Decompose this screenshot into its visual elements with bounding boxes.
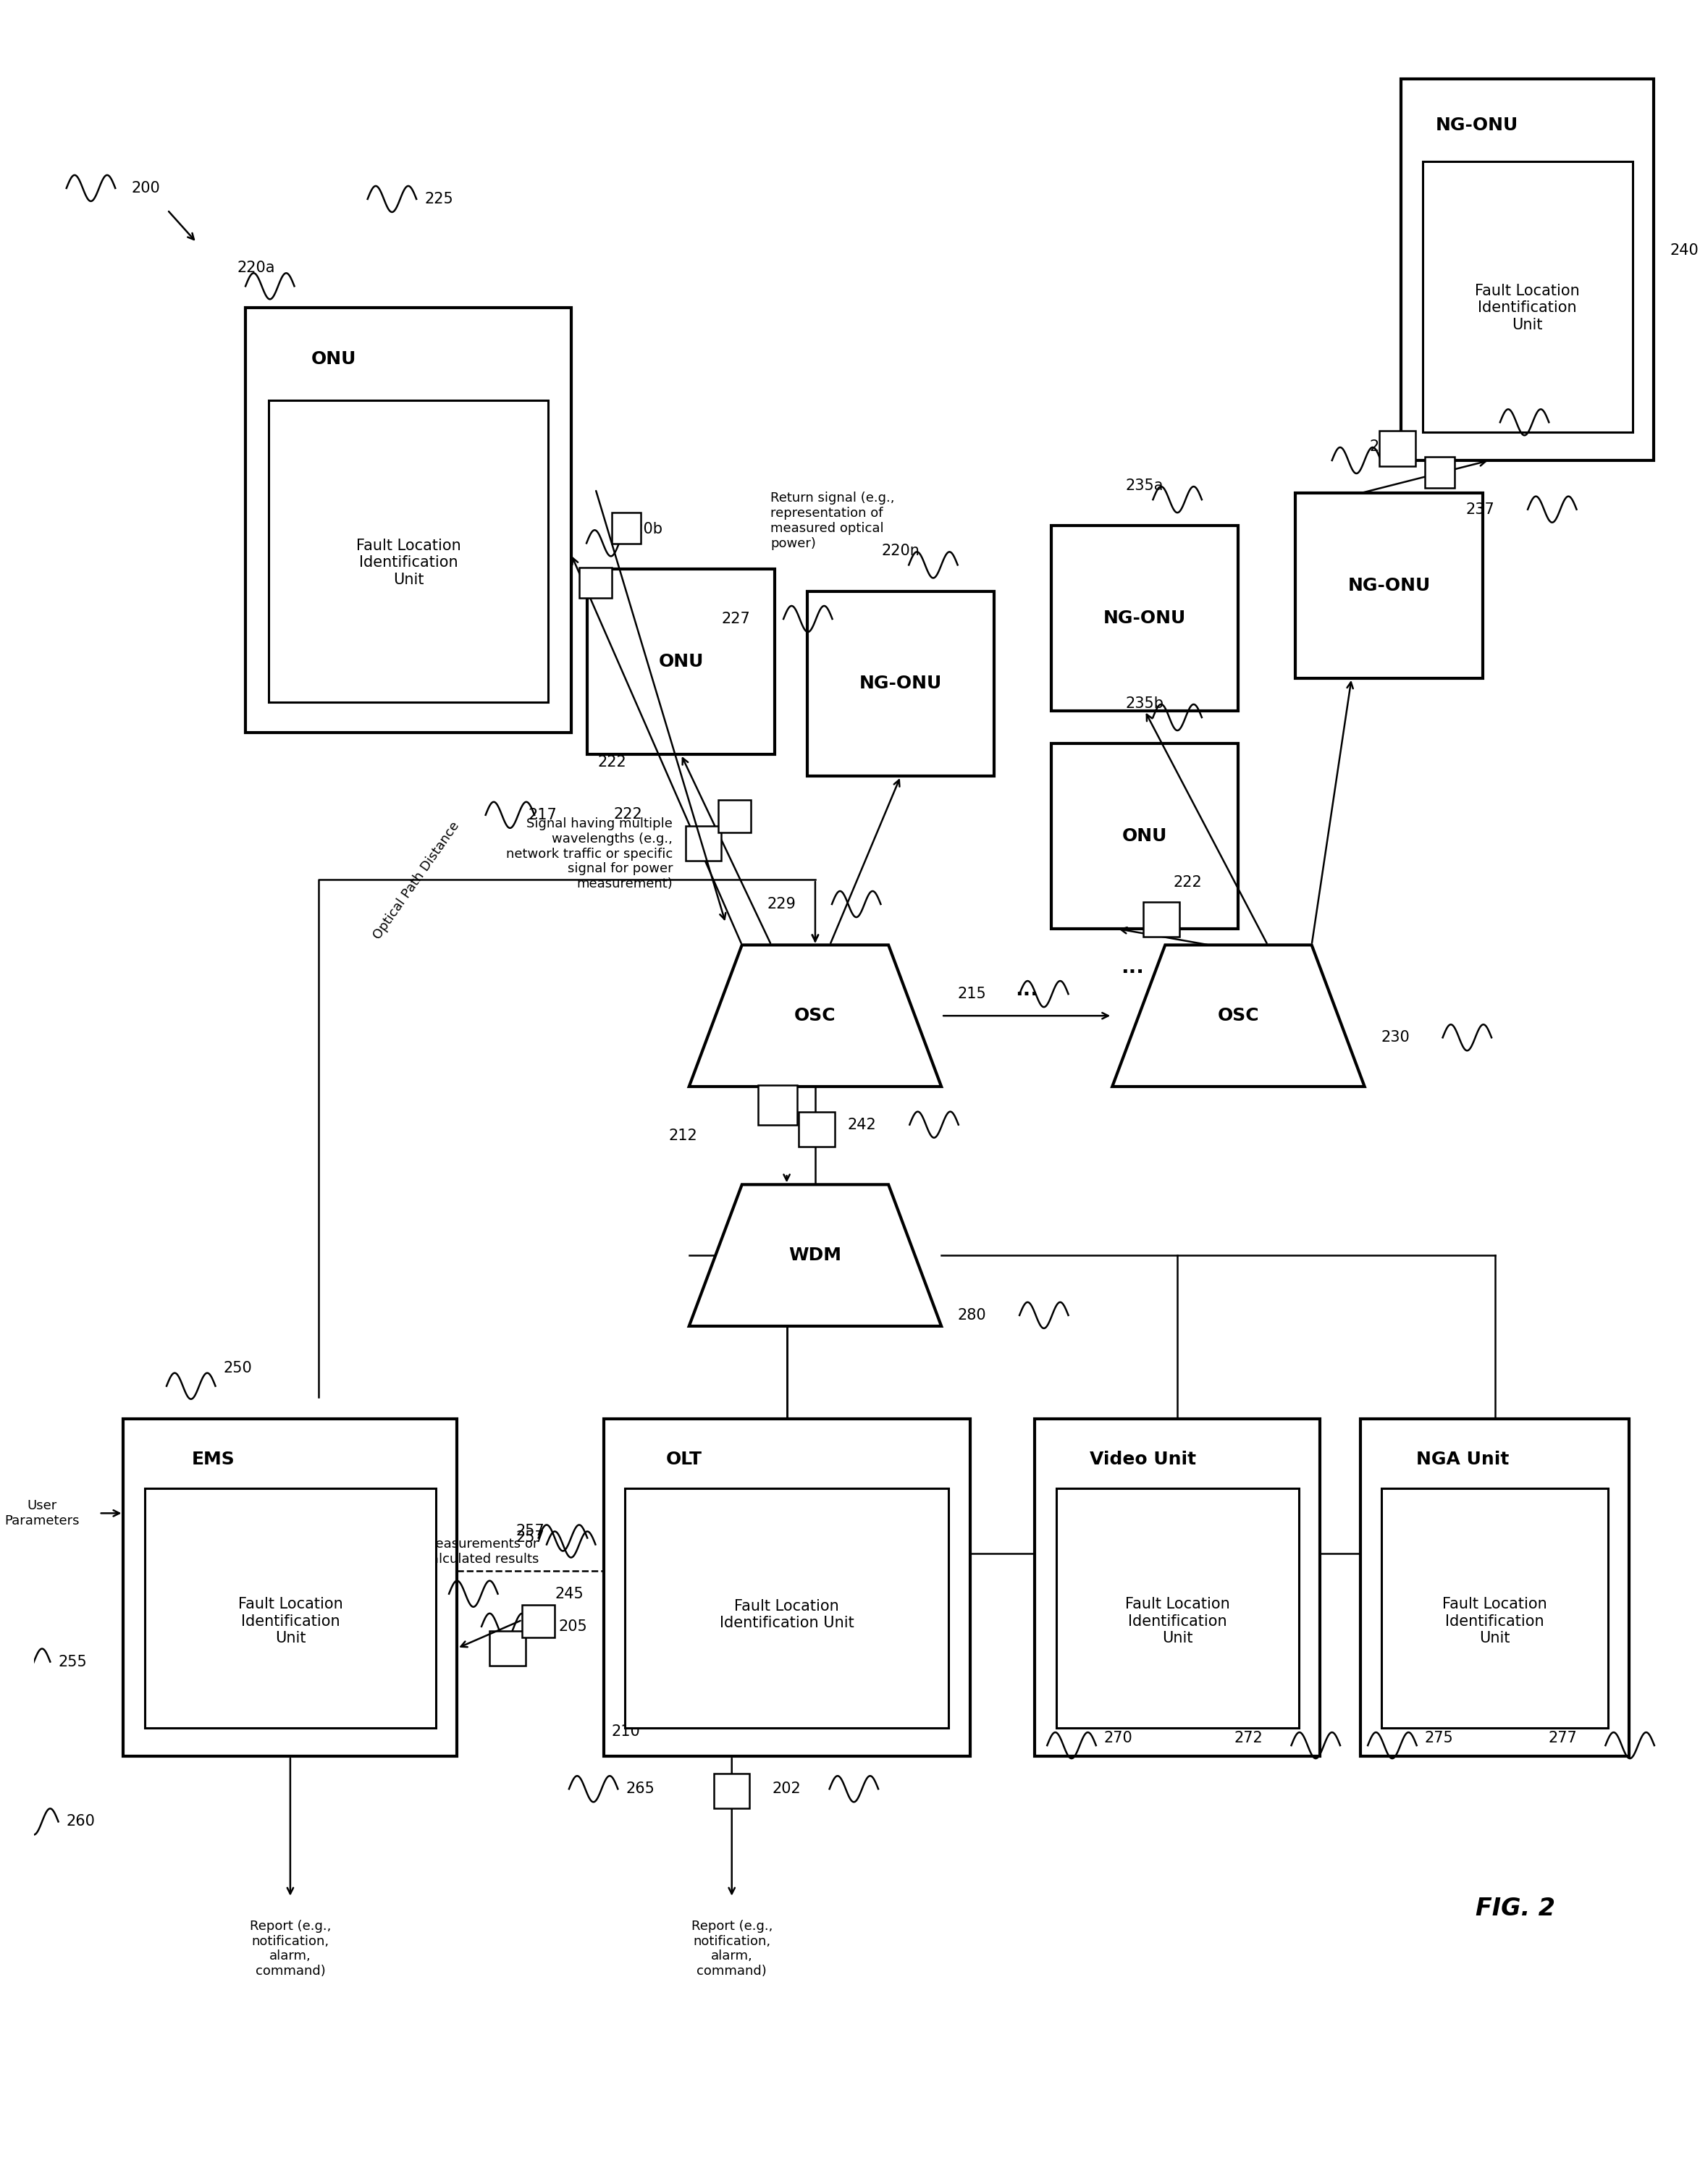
Text: 210: 210 [612, 1725, 641, 1738]
Text: Report (e.g.,
notification,
alarm,
command): Report (e.g., notification, alarm, comma… [250, 1920, 332, 1979]
Text: Fault Location
Identification
Unit: Fault Location Identification Unit [238, 1597, 343, 1645]
Text: 220n: 220n [882, 544, 920, 559]
Bar [717, 799, 750, 832]
Text: 202: 202 [772, 1782, 801, 1795]
Text: 237: 237 [1465, 502, 1494, 518]
Bar [1380, 430, 1416, 465]
Text: 240: 240 [1669, 245, 1698, 258]
Text: 232: 232 [1438, 415, 1467, 430]
Bar [808, 592, 994, 775]
Text: Measurements or
calculated results: Measurements or calculated results [423, 1538, 539, 1566]
Text: 215: 215 [957, 987, 986, 1000]
Text: ONU: ONU [1122, 828, 1168, 845]
Bar [612, 513, 641, 544]
Text: 245: 245 [554, 1586, 583, 1601]
Text: 235a: 235a [1125, 478, 1164, 494]
Text: 222: 222 [1173, 876, 1202, 889]
Bar [1360, 1420, 1629, 1756]
Text: Fault Location
Identification
Unit: Fault Location Identification Unit [355, 539, 461, 587]
Text: 222: 222 [598, 756, 627, 769]
Bar [604, 1420, 969, 1756]
Text: 270: 270 [1103, 1732, 1132, 1745]
Text: 255: 255 [58, 1655, 87, 1669]
Text: NG-ONU: NG-ONU [1435, 116, 1518, 133]
Text: Video Unit: Video Unit [1090, 1450, 1197, 1468]
Text: 250: 250 [223, 1361, 252, 1376]
Text: FIG. 2: FIG. 2 [1476, 1896, 1556, 1920]
Bar [1382, 1487, 1608, 1728]
Bar [758, 1085, 797, 1125]
Bar [1056, 1487, 1299, 1728]
Text: Optical Path Distance: Optical Path Distance [371, 819, 462, 941]
Text: ONU: ONU [658, 653, 704, 670]
Text: 257: 257 [517, 1531, 544, 1544]
Text: Return signal (e.g.,
representation of
measured optical
power): Return signal (e.g., representation of m… [770, 491, 894, 550]
Text: Report (e.g.,
notification,
alarm,
command): Report (e.g., notification, alarm, comma… [692, 1920, 772, 1979]
Bar [269, 400, 549, 701]
Bar [124, 1420, 457, 1756]
Text: Fault Location
Identification
Unit: Fault Location Identification Unit [1125, 1597, 1229, 1645]
Bar [490, 1631, 525, 1666]
Text: 220a: 220a [238, 260, 275, 275]
Text: ...: ... [1015, 978, 1039, 1000]
Text: 205: 205 [559, 1618, 586, 1634]
Text: Signal having multiple
wavelengths (e.g.,
network traffic or specific
signal for: Signal having multiple wavelengths (e.g.… [507, 817, 673, 891]
Text: User
Parameters: User Parameters [5, 1498, 80, 1527]
Text: 217: 217 [529, 808, 558, 821]
Text: EMS: EMS [192, 1450, 235, 1468]
Text: 220b: 220b [624, 522, 663, 537]
Text: WDM: WDM [789, 1247, 842, 1265]
Bar [1035, 1420, 1319, 1756]
Polygon shape [688, 946, 942, 1088]
Text: ...: ... [1120, 957, 1144, 976]
Text: 222: 222 [614, 808, 643, 821]
Bar [1295, 494, 1482, 679]
Bar [1051, 526, 1238, 710]
Bar [580, 568, 612, 598]
Bar [685, 826, 721, 860]
Polygon shape [688, 1184, 942, 1326]
Text: 230: 230 [1380, 1031, 1409, 1044]
Bar [1144, 902, 1180, 937]
Text: Fault Location
Identification
Unit: Fault Location Identification Unit [1476, 284, 1579, 332]
Text: 235n: 235n [1370, 439, 1408, 454]
Bar [586, 570, 775, 753]
Text: OSC: OSC [1217, 1007, 1260, 1024]
Text: 260: 260 [66, 1815, 95, 1828]
Text: 257: 257 [517, 1524, 544, 1538]
Bar [1051, 743, 1238, 928]
Text: NG-ONU: NG-ONU [1348, 577, 1430, 594]
Text: NGA Unit: NGA Unit [1416, 1450, 1510, 1468]
Text: Fault Location
Identification Unit: Fault Location Identification Unit [719, 1599, 853, 1629]
Text: 229: 229 [767, 898, 796, 911]
Text: OSC: OSC [794, 1007, 836, 1024]
Text: 275: 275 [1425, 1732, 1454, 1745]
Bar [1423, 162, 1632, 432]
Text: 227: 227 [721, 612, 750, 627]
Text: NG-ONU: NG-ONU [1103, 609, 1187, 627]
Bar [626, 1487, 949, 1728]
Bar [1401, 79, 1654, 461]
Text: ONU: ONU [311, 349, 355, 367]
Text: 280: 280 [957, 1308, 986, 1324]
Text: Fault Location
Identification
Unit: Fault Location Identification Unit [1442, 1597, 1547, 1645]
Bar [245, 308, 571, 732]
Text: 212: 212 [668, 1129, 697, 1142]
Text: 225: 225 [425, 192, 454, 205]
Text: 200: 200 [131, 181, 160, 194]
Polygon shape [1112, 946, 1365, 1088]
Text: 242: 242 [848, 1118, 877, 1131]
Bar [1425, 456, 1455, 487]
Text: OLT: OLT [666, 1450, 702, 1468]
Bar [144, 1487, 435, 1728]
Text: 277: 277 [1549, 1732, 1578, 1745]
Text: 272: 272 [1234, 1732, 1263, 1745]
Text: NG-ONU: NG-ONU [858, 675, 942, 692]
Bar [799, 1112, 835, 1147]
Bar [522, 1605, 554, 1638]
Text: 265: 265 [626, 1782, 654, 1795]
Text: 235b: 235b [1125, 697, 1164, 710]
Bar [714, 1773, 750, 1808]
